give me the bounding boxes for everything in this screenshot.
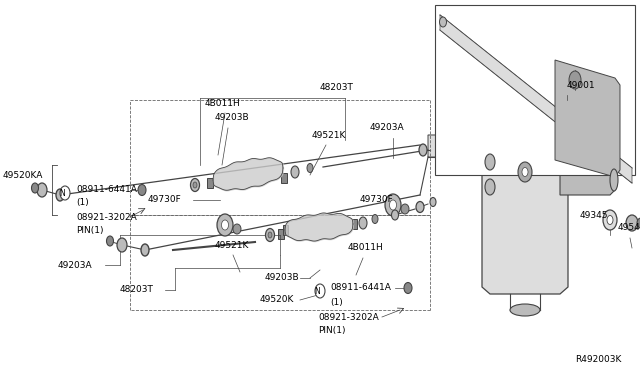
Ellipse shape	[522, 167, 528, 176]
Ellipse shape	[31, 183, 38, 193]
Text: 49203A: 49203A	[58, 260, 93, 269]
Ellipse shape	[266, 228, 275, 241]
Ellipse shape	[510, 304, 540, 316]
Bar	[281, 173, 287, 183]
Bar	[207, 178, 213, 188]
Ellipse shape	[404, 282, 412, 294]
Text: 49542A: 49542A	[618, 224, 640, 232]
Bar	[352, 219, 357, 229]
Polygon shape	[555, 60, 620, 177]
Ellipse shape	[392, 210, 399, 220]
Ellipse shape	[372, 215, 378, 224]
Text: PIN(1): PIN(1)	[318, 327, 346, 336]
Polygon shape	[482, 157, 568, 294]
Text: 48203T: 48203T	[320, 83, 354, 93]
Bar	[278, 229, 284, 239]
Bar	[435, 5, 635, 175]
Ellipse shape	[268, 232, 272, 238]
Text: 4B011H: 4B011H	[348, 244, 384, 253]
Ellipse shape	[291, 166, 299, 178]
Ellipse shape	[485, 154, 495, 170]
Ellipse shape	[385, 194, 401, 216]
Ellipse shape	[315, 284, 325, 298]
Ellipse shape	[221, 220, 228, 230]
Bar	[283, 225, 288, 235]
Text: 49203A: 49203A	[370, 124, 404, 132]
Text: 49203B: 49203B	[265, 273, 300, 282]
Polygon shape	[428, 135, 595, 157]
Ellipse shape	[610, 169, 618, 191]
Text: 49521K: 49521K	[215, 241, 250, 250]
Text: 08921-3202A: 08921-3202A	[318, 312, 379, 321]
Ellipse shape	[430, 198, 436, 206]
Ellipse shape	[626, 215, 638, 231]
Text: 4B011H: 4B011H	[205, 99, 241, 108]
Text: 49345: 49345	[580, 211, 609, 219]
Ellipse shape	[106, 236, 113, 246]
Text: 49521K: 49521K	[312, 131, 346, 140]
Text: 49520KA: 49520KA	[3, 170, 44, 180]
Text: 49730F: 49730F	[148, 196, 182, 205]
Ellipse shape	[56, 189, 64, 201]
Ellipse shape	[569, 71, 581, 89]
Text: 08911-6441A: 08911-6441A	[76, 186, 137, 195]
Polygon shape	[560, 160, 614, 195]
Ellipse shape	[401, 204, 409, 214]
Ellipse shape	[60, 186, 70, 200]
Text: 48203T: 48203T	[120, 285, 154, 295]
Text: 08911-6441A: 08911-6441A	[330, 283, 391, 292]
Ellipse shape	[603, 210, 617, 230]
Ellipse shape	[117, 238, 127, 252]
Polygon shape	[440, 15, 632, 183]
Text: 49520K: 49520K	[260, 295, 294, 305]
Ellipse shape	[390, 200, 397, 210]
Ellipse shape	[307, 164, 313, 173]
Ellipse shape	[637, 218, 640, 228]
Text: (1): (1)	[330, 298, 343, 307]
Ellipse shape	[518, 162, 532, 182]
Ellipse shape	[37, 183, 47, 197]
Text: N: N	[314, 286, 320, 295]
Ellipse shape	[419, 144, 427, 156]
Ellipse shape	[485, 179, 495, 195]
Ellipse shape	[141, 244, 149, 256]
Text: PIN(1): PIN(1)	[76, 225, 104, 234]
Ellipse shape	[607, 215, 613, 224]
Text: 49730F: 49730F	[360, 196, 394, 205]
Ellipse shape	[416, 202, 424, 212]
Text: R492003K: R492003K	[575, 356, 621, 365]
Text: (1): (1)	[76, 199, 89, 208]
Ellipse shape	[193, 182, 197, 188]
Ellipse shape	[440, 17, 447, 27]
Ellipse shape	[359, 217, 367, 229]
Text: N: N	[59, 189, 65, 198]
Ellipse shape	[191, 179, 200, 192]
Ellipse shape	[138, 185, 146, 196]
Text: 49001: 49001	[567, 80, 596, 90]
Ellipse shape	[217, 214, 233, 236]
Text: 08921-3202A: 08921-3202A	[76, 212, 137, 221]
Text: 49203B: 49203B	[215, 113, 250, 122]
Ellipse shape	[233, 224, 241, 234]
